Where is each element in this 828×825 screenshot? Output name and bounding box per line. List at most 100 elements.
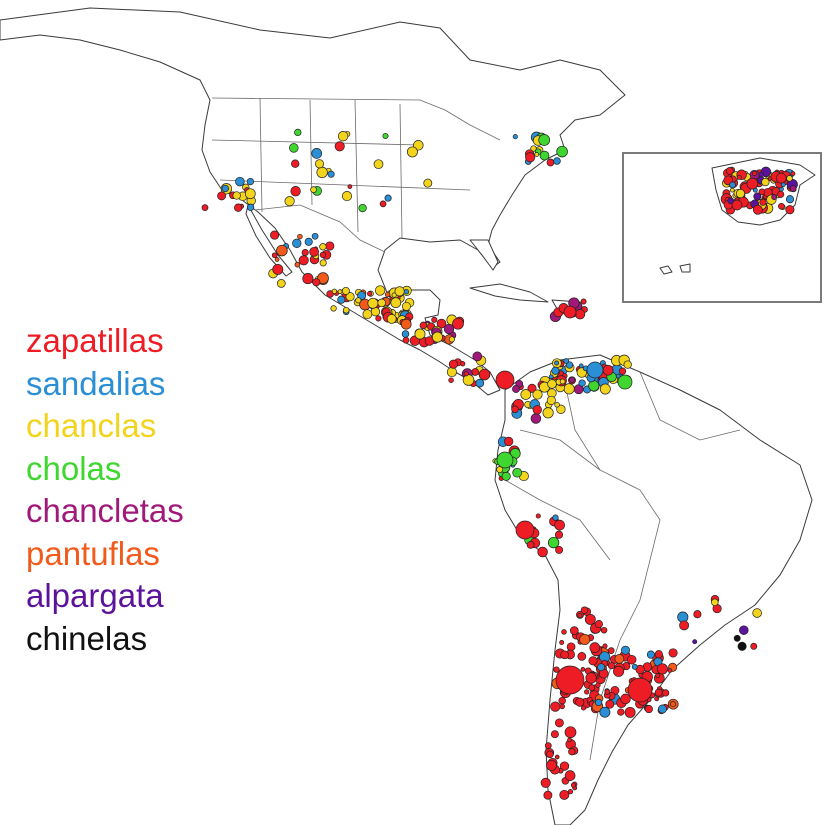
survey-dot [553, 666, 560, 673]
survey-dot [463, 371, 469, 377]
survey-dot [750, 642, 758, 650]
survey-dot-large [563, 305, 577, 319]
survey-dot [758, 188, 766, 196]
survey-dot [735, 189, 746, 199]
survey-dot [607, 647, 615, 654]
survey-dot [312, 278, 321, 287]
survey-dot [341, 191, 353, 202]
survey-dot [402, 336, 410, 344]
survey-dot [775, 172, 787, 184]
survey-dot [693, 610, 702, 619]
survey-dot [753, 192, 762, 201]
survey-dot [472, 351, 483, 362]
survey-dot [401, 301, 411, 311]
survey-dot [334, 141, 345, 152]
survey-dot [448, 359, 458, 369]
survey-dot [623, 360, 632, 369]
survey-dot [654, 688, 663, 697]
survey-dot [546, 395, 556, 405]
survey-dot [778, 202, 785, 210]
survey-dot [478, 368, 491, 381]
survey-dot [739, 625, 749, 635]
survey-dot [594, 620, 603, 629]
survey-dot [525, 152, 536, 163]
survey-dot [309, 246, 319, 257]
survey-dot [292, 238, 302, 248]
survey-dot [390, 297, 402, 309]
survey-dot [785, 195, 795, 204]
survey-dot [276, 279, 286, 288]
survey-dot [621, 645, 630, 655]
survey-dot [570, 782, 576, 788]
survey-dot [658, 704, 667, 714]
survey-dot [319, 243, 327, 251]
survey-dot [579, 633, 591, 646]
survey-dot [436, 318, 447, 329]
survey-dot [512, 134, 518, 140]
survey-dot-large [627, 677, 653, 703]
survey-dot [554, 530, 564, 539]
survey-dot [595, 682, 601, 688]
survey-dot [567, 737, 572, 743]
survey-dot [475, 378, 485, 388]
survey-dot [542, 407, 554, 419]
survey-dot [588, 684, 596, 692]
survey-dot [589, 642, 601, 653]
survey-dot [326, 290, 334, 298]
survey-dot [599, 383, 611, 395]
survey-dot [234, 203, 243, 212]
survey-dot [314, 159, 325, 169]
survey-dot [605, 699, 615, 709]
survey-dot [559, 640, 565, 645]
survey-dot [594, 698, 603, 707]
survey-dot [526, 541, 535, 549]
survey-dot [319, 251, 327, 259]
survey-dot-large [495, 370, 515, 390]
survey-dot [414, 328, 426, 340]
survey-dot [462, 374, 475, 386]
survey-dot [244, 188, 256, 200]
survey-dot [561, 629, 567, 635]
survey-dot [602, 364, 614, 376]
survey-dot [311, 148, 323, 159]
survey-dot [646, 650, 655, 659]
survey-dot [539, 150, 550, 161]
survey-dot [644, 705, 653, 714]
survey-dot [546, 158, 555, 167]
survey-dot [668, 648, 678, 658]
survey-dot [550, 701, 561, 712]
survey-dot [274, 257, 280, 262]
survey-dot [532, 405, 542, 415]
survey-dot [341, 286, 350, 295]
survey-dot [362, 309, 373, 320]
survey-dot [733, 634, 741, 642]
survey-dot [538, 134, 551, 146]
baja-california [245, 204, 293, 277]
survey-dot [654, 650, 663, 659]
survey-dot [246, 203, 255, 211]
survey-dot [620, 693, 631, 705]
survey-dot [580, 667, 586, 672]
survey-dot [752, 608, 762, 618]
survey-dot [345, 292, 355, 302]
survey-dot [401, 330, 410, 338]
survey-dot [537, 546, 548, 558]
survey-dot [559, 703, 565, 710]
survey-dot [276, 244, 288, 257]
survey-dot [540, 777, 551, 788]
survey-dot [290, 186, 301, 197]
survey-dot [751, 170, 757, 176]
survey-dot [574, 309, 586, 320]
survey-dot [512, 385, 520, 393]
survey-dot [448, 377, 454, 383]
legend-item-alpargata: alpargata [26, 577, 164, 614]
survey-dot [790, 171, 796, 177]
survey-dot [384, 291, 391, 298]
survey-dot [532, 389, 543, 400]
survey-dot [284, 196, 295, 207]
survey-dot [377, 298, 386, 308]
survey-dot [301, 248, 309, 257]
survey-dot [670, 701, 676, 708]
survey-dot [758, 171, 764, 178]
